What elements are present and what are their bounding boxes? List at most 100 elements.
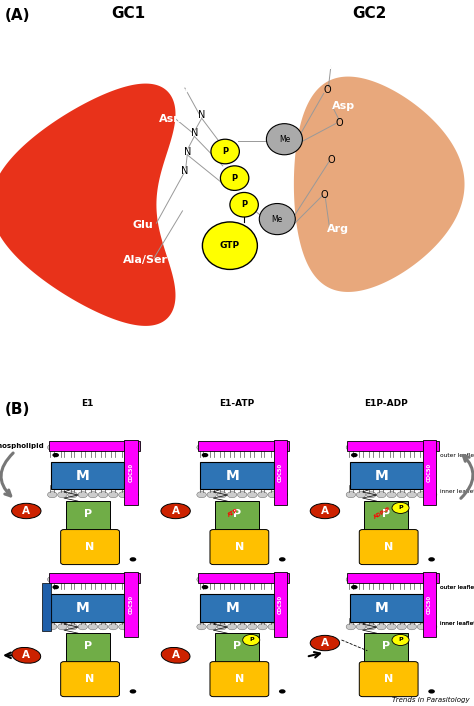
FancyBboxPatch shape <box>215 501 259 530</box>
Circle shape <box>118 576 128 582</box>
Text: Asn: Asn <box>159 114 182 124</box>
Ellipse shape <box>310 503 340 519</box>
Text: A: A <box>22 650 30 660</box>
Circle shape <box>202 222 257 270</box>
Circle shape <box>417 623 427 630</box>
FancyBboxPatch shape <box>365 633 409 662</box>
Circle shape <box>201 585 209 590</box>
Text: CDC50: CDC50 <box>278 463 283 482</box>
Text: E2-PL: E2-PL <box>73 531 102 540</box>
Circle shape <box>346 576 356 582</box>
Text: P: P <box>382 509 391 519</box>
Text: M: M <box>225 601 239 615</box>
Text: O: O <box>321 189 328 200</box>
Circle shape <box>392 635 409 645</box>
Text: M: M <box>374 469 389 483</box>
Circle shape <box>278 491 288 498</box>
Text: Me: Me <box>272 215 283 224</box>
FancyBboxPatch shape <box>124 441 138 505</box>
Circle shape <box>68 444 77 450</box>
Text: Me: Me <box>279 135 290 144</box>
Text: M: M <box>225 469 239 483</box>
Text: N: N <box>85 674 95 684</box>
Circle shape <box>407 576 417 582</box>
Polygon shape <box>0 83 175 326</box>
Text: N: N <box>384 542 393 552</box>
Text: GTP: GTP <box>220 241 240 250</box>
Circle shape <box>207 576 217 582</box>
Circle shape <box>428 491 437 498</box>
Text: A: A <box>172 650 180 660</box>
Circle shape <box>258 623 267 630</box>
Text: M: M <box>76 469 90 483</box>
Circle shape <box>247 623 257 630</box>
Text: GC2: GC2 <box>353 6 387 21</box>
Circle shape <box>351 585 357 590</box>
Circle shape <box>68 576 77 582</box>
Circle shape <box>377 491 386 498</box>
Circle shape <box>279 557 285 561</box>
Circle shape <box>109 491 118 498</box>
Circle shape <box>78 491 88 498</box>
Text: outer leaflet: outer leaflet <box>440 585 474 590</box>
Circle shape <box>217 623 227 630</box>
Text: E2P: E2P <box>377 531 396 540</box>
Circle shape <box>397 623 406 630</box>
Text: P: P <box>249 638 254 642</box>
Circle shape <box>407 623 417 630</box>
Circle shape <box>129 444 138 450</box>
Circle shape <box>259 203 295 234</box>
Text: N: N <box>85 542 95 552</box>
Text: O: O <box>323 85 331 95</box>
FancyBboxPatch shape <box>49 441 140 451</box>
FancyBboxPatch shape <box>43 583 51 630</box>
Circle shape <box>197 444 206 450</box>
Text: Trends in Parasitology: Trends in Parasitology <box>392 697 469 703</box>
Circle shape <box>387 491 396 498</box>
Circle shape <box>217 576 227 582</box>
Text: A: A <box>321 506 329 516</box>
Circle shape <box>109 623 118 630</box>
Text: M: M <box>76 601 90 615</box>
Circle shape <box>278 576 288 582</box>
Circle shape <box>356 623 366 630</box>
Circle shape <box>268 491 277 498</box>
Circle shape <box>228 576 237 582</box>
Circle shape <box>377 576 386 582</box>
Text: CDC50: CDC50 <box>278 595 283 614</box>
Circle shape <box>88 491 98 498</box>
Circle shape <box>346 623 356 630</box>
Circle shape <box>377 623 386 630</box>
Circle shape <box>230 193 258 217</box>
Text: P: P <box>83 641 92 651</box>
Circle shape <box>217 444 227 450</box>
Circle shape <box>129 491 138 498</box>
Circle shape <box>237 623 247 630</box>
Circle shape <box>247 444 257 450</box>
Circle shape <box>387 444 396 450</box>
Circle shape <box>417 491 427 498</box>
Text: inner leaflet: inner leaflet <box>440 489 474 493</box>
Circle shape <box>428 623 437 630</box>
FancyBboxPatch shape <box>51 594 124 621</box>
Circle shape <box>118 444 128 450</box>
Text: N: N <box>191 128 198 138</box>
Circle shape <box>109 576 118 582</box>
Circle shape <box>258 491 267 498</box>
Circle shape <box>356 576 366 582</box>
Text: A: A <box>22 506 30 516</box>
Circle shape <box>53 585 59 590</box>
Text: N: N <box>183 147 191 157</box>
Circle shape <box>366 444 376 450</box>
Circle shape <box>217 491 227 498</box>
Text: P: P <box>83 509 92 519</box>
Circle shape <box>268 444 277 450</box>
FancyBboxPatch shape <box>274 573 287 637</box>
Text: (B): (B) <box>5 402 30 417</box>
Circle shape <box>211 139 239 164</box>
FancyBboxPatch shape <box>347 573 439 583</box>
Text: O: O <box>328 155 336 164</box>
Circle shape <box>268 576 277 582</box>
FancyBboxPatch shape <box>423 573 437 637</box>
Text: E2Pi-PL: E2Pi-PL <box>218 531 256 540</box>
